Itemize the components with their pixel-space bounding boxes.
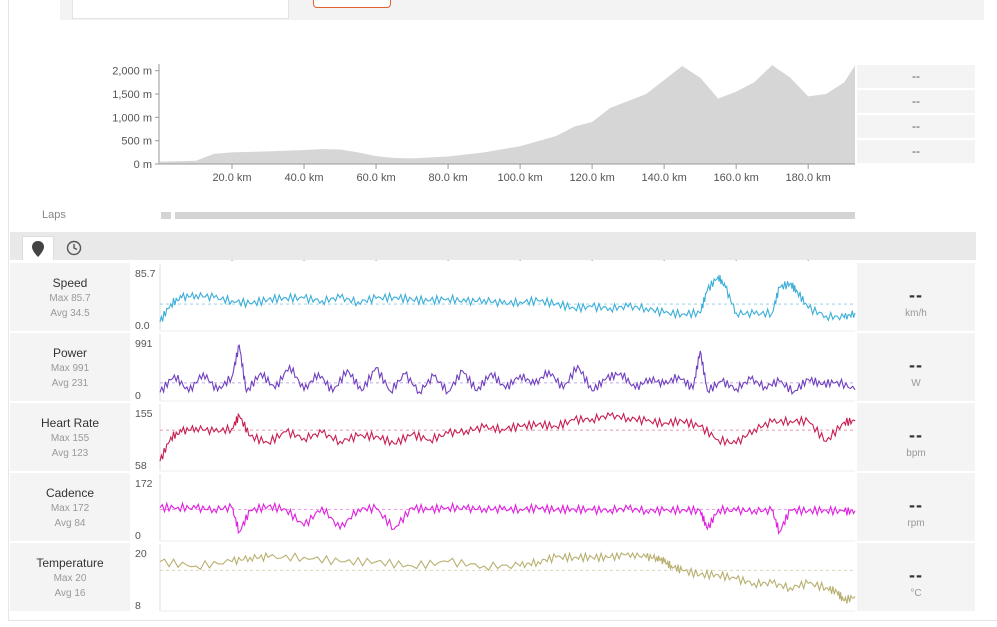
metric-current-value: -- — [909, 425, 923, 445]
metric-min-tick: 0.0 — [135, 320, 150, 332]
lap-bar[interactable] — [161, 212, 171, 219]
metric-max: Max 172 — [50, 503, 90, 514]
top-toolbar — [60, 0, 984, 20]
metric-current-value: -- — [909, 495, 923, 515]
metric-avg: Avg 16 — [54, 588, 86, 599]
metric-series-line — [159, 551, 856, 604]
elevation-x-tick-label: 140.0 km — [642, 172, 687, 184]
metric-name: Speed — [52, 276, 88, 290]
metric-max: Max 20 — [53, 573, 87, 584]
metric-min-tick: 8 — [135, 600, 141, 612]
tab-distance[interactable] — [22, 236, 54, 260]
metric-value-panel — [857, 473, 975, 541]
elevation-x-tick-label: 180.0 km — [786, 172, 831, 184]
elevation-y-tick-label: 500 m — [121, 136, 152, 148]
tab-time[interactable] — [58, 236, 90, 260]
metric-max-tick: 991 — [135, 338, 153, 350]
metric-name: Temperature — [36, 556, 104, 570]
lap-bar[interactable] — [175, 212, 855, 219]
metric-avg: Avg 123 — [51, 448, 89, 459]
metric-unit: rpm — [907, 518, 925, 529]
elevation-x-tick-label: 20.0 km — [212, 172, 251, 184]
elevation-x-tick-label: 100.0 km — [497, 172, 542, 184]
clock-icon — [66, 240, 82, 256]
metric-avg: Avg 34.5 — [50, 308, 90, 319]
profile-summary-1: -- — [857, 65, 975, 88]
elevation-area — [160, 65, 855, 164]
metric-label-panel — [10, 333, 130, 401]
metric-avg: Avg 231 — [51, 378, 89, 389]
profile-summary-3: -- — [857, 115, 975, 138]
metric-label-panel — [10, 543, 130, 611]
metric-max-tick: 85.7 — [135, 268, 156, 280]
elevation-x-tick-label: 120.0 km — [569, 172, 614, 184]
metric-max-tick: 155 — [135, 408, 153, 420]
top-action-button[interactable] — [313, 0, 391, 8]
metric-max: Max 155 — [50, 433, 90, 444]
metric-min-tick: 58 — [135, 460, 147, 472]
elevation-x-tick-label: 60.0 km — [356, 172, 395, 184]
metric-unit: °C — [910, 588, 922, 599]
metric-label-panel — [10, 403, 130, 471]
metric-value-panel — [857, 403, 975, 471]
elevation-x-tick-label: 80.0 km — [429, 172, 468, 184]
metric-unit: km/h — [905, 308, 927, 319]
profile-summary-2: -- — [857, 90, 975, 113]
metric-series-line — [159, 501, 856, 535]
metric-value-panel — [857, 543, 975, 611]
elevation-x-tick-label: 160.0 km — [714, 172, 759, 184]
metric-unit: W — [911, 378, 921, 389]
metric-max: Max 85.7 — [49, 293, 91, 304]
metric-max-tick: 172 — [135, 478, 153, 490]
metric-name: Power — [52, 346, 87, 360]
elevation-y-tick-label: 2,000 m — [112, 66, 152, 78]
metric-value-panel — [857, 333, 975, 401]
activity-panel — [8, 0, 997, 621]
metric-series-line — [159, 274, 856, 323]
elevation-y-tick-label: 0 m — [134, 159, 152, 171]
elevation-y-tick-label: 1,000 m — [112, 112, 152, 124]
metric-current-value: -- — [909, 565, 923, 585]
metric-max-tick: 20 — [135, 548, 147, 560]
metric-label-panel — [10, 473, 130, 541]
metric-series-line — [159, 411, 856, 462]
metric-current-value: -- — [909, 355, 923, 375]
metric-unit: bpm — [906, 448, 926, 459]
metric-value-panel — [857, 263, 975, 331]
metric-min-tick: 0 — [135, 390, 141, 402]
metric-name: Cadence — [45, 486, 95, 500]
top-input-field[interactable] — [72, 0, 289, 19]
map-pin-icon — [32, 240, 44, 257]
metric-min-tick: 0 — [135, 530, 141, 542]
laps-label: Laps — [42, 209, 66, 221]
metric-max: Max 991 — [50, 363, 90, 374]
profile-summary-4: -- — [857, 140, 975, 163]
metric-name: Heart Rate — [40, 416, 100, 430]
elevation-y-tick-label: 1,500 m — [112, 89, 152, 101]
chart-tab-strip — [10, 232, 976, 260]
metric-label-panel — [10, 263, 130, 331]
metric-current-value: -- — [909, 285, 923, 305]
metric-avg: Avg 84 — [54, 518, 86, 529]
metric-series-line — [159, 344, 856, 395]
elevation-x-tick-label: 40.0 km — [284, 172, 323, 184]
